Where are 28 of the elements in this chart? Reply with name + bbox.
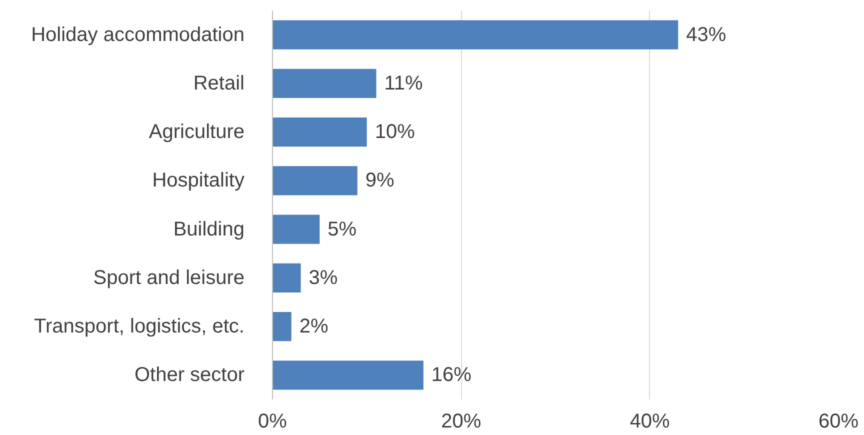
y-tick-label: Hospitality [152, 170, 245, 192]
y-tick-label: Building [173, 218, 245, 240]
bar [272, 166, 358, 196]
bar [272, 20, 678, 50]
bar [272, 360, 424, 390]
y-tick-label: Agriculture [148, 121, 245, 144]
y-tick-label: Sport and leisure [93, 266, 244, 289]
data-label: 43% [686, 24, 726, 46]
x-tick-label: 60% [818, 410, 859, 432]
bar [272, 214, 320, 244]
data-label: 3% [308, 266, 338, 289]
bar [272, 117, 367, 147]
y-tick-label: Retail [193, 72, 245, 94]
data-label: 10% [374, 121, 416, 144]
bar [272, 312, 292, 342]
bar [272, 263, 301, 293]
data-label: 2% [299, 316, 328, 338]
data-label: 11% [384, 72, 424, 94]
x-tick-label: 0% [258, 410, 288, 432]
x-tick-label: 40% [630, 410, 670, 432]
y-tick-label: Holiday accommodation [31, 24, 244, 46]
x-tick-label: 20% [441, 410, 482, 432]
data-label: 9% [365, 170, 395, 192]
data-label: 5% [328, 218, 357, 240]
data-label: 16% [431, 364, 472, 386]
y-tick-label: Transport, logistics, etc. [34, 316, 245, 338]
y-tick-label: Other sector [134, 364, 245, 386]
bar [272, 68, 376, 98]
